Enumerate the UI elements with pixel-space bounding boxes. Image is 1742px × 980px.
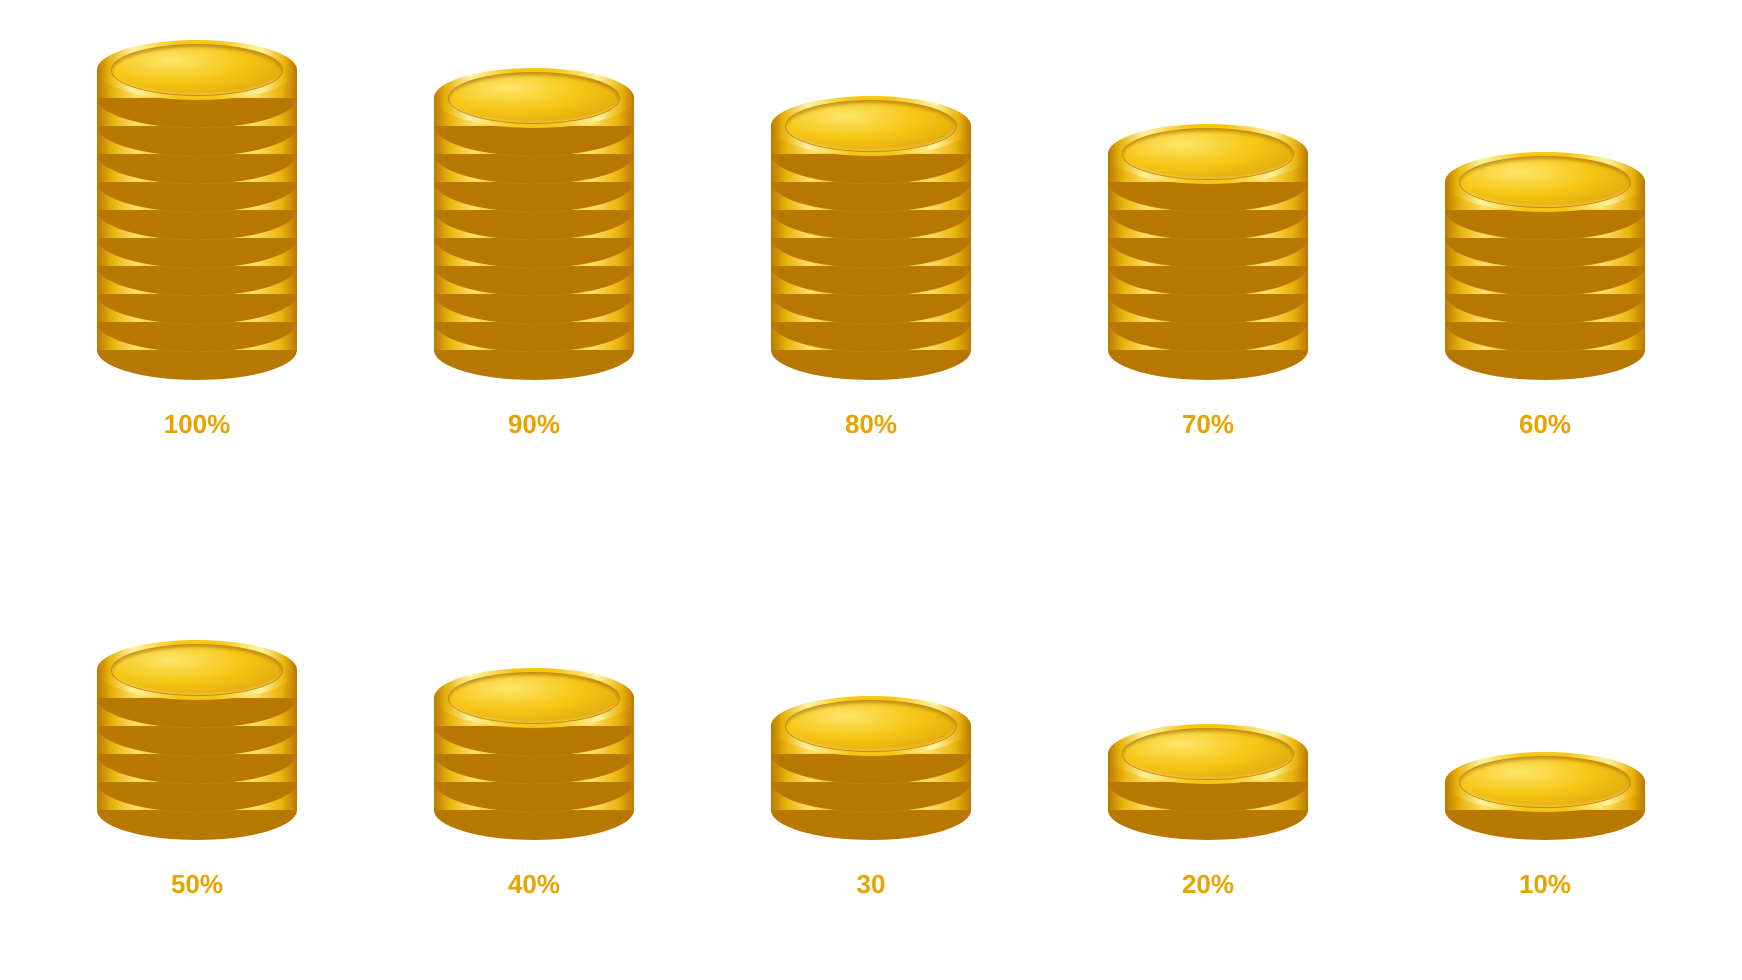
coin-top — [1445, 752, 1645, 840]
stack-label: 30 — [857, 869, 886, 900]
coin-stack — [1108, 124, 1308, 380]
coin-stack — [1108, 724, 1308, 840]
coin-top — [434, 68, 634, 156]
stack-label: 10% — [1519, 869, 1571, 900]
coin-stack — [97, 40, 297, 380]
coin-top — [771, 96, 971, 184]
coin-stack — [771, 96, 971, 380]
coin-stack — [1445, 752, 1645, 840]
coin-stack — [434, 68, 634, 380]
stack-label: 40% — [508, 869, 560, 900]
infographic-canvas: 100%90%80%70%60%50%40%3020%10% — [0, 0, 1742, 980]
coin-top — [771, 696, 971, 784]
coin-top — [434, 668, 634, 756]
coin-stack — [97, 640, 297, 840]
stack-label: 50% — [171, 869, 223, 900]
stack-cell: 100% — [57, 0, 337, 440]
stack-cell: 10% — [1405, 0, 1685, 900]
coin-top — [97, 640, 297, 728]
coin-top — [1445, 152, 1645, 240]
coin-top — [97, 40, 297, 128]
coin-top — [1108, 724, 1308, 812]
coin-stack — [771, 696, 971, 840]
coin-stack — [1445, 152, 1645, 380]
coin-stack — [434, 668, 634, 840]
stack-label: 20% — [1182, 869, 1234, 900]
coin-top — [1108, 124, 1308, 212]
